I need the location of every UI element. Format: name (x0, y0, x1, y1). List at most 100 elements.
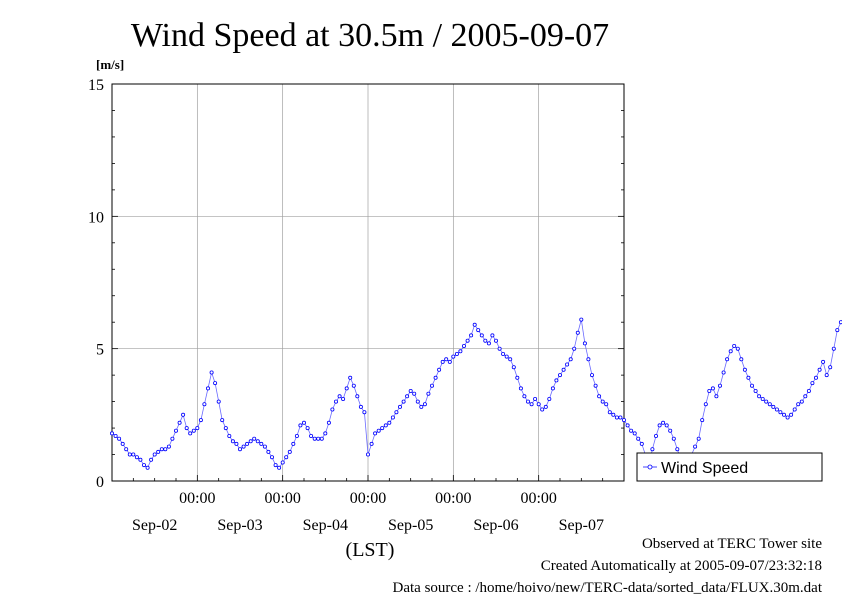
data-point (721, 370, 726, 375)
data-point (600, 399, 605, 404)
data-point (362, 410, 367, 415)
data-point (636, 436, 641, 441)
data-point (298, 423, 303, 428)
data-point (469, 333, 474, 338)
data-point (792, 407, 797, 412)
data-point (344, 386, 349, 391)
data-point (536, 402, 541, 407)
data-point (237, 447, 242, 452)
footer-observed: Observed at TERC Tower site (641, 536, 822, 552)
chart-title: Wind Speed at 30.5m / 2005-09-07 (131, 17, 609, 54)
data-point (597, 394, 602, 399)
data-point (209, 370, 214, 375)
y-tick-labels: 0 5 10 15 (88, 77, 104, 491)
data-point (330, 407, 335, 412)
data-point (461, 343, 466, 348)
data-point (152, 452, 157, 457)
data-point (341, 396, 346, 401)
data-point (422, 402, 427, 407)
x-axis-label: (LST) (346, 539, 395, 561)
data-point (141, 463, 146, 468)
data-point (149, 457, 154, 462)
y-tick-label: 10 (88, 209, 104, 226)
data-point (205, 386, 210, 391)
data-point (127, 452, 132, 457)
legend-marker-swatch (647, 464, 653, 470)
data-point (572, 346, 577, 351)
data-point (803, 394, 808, 399)
data-point (728, 349, 733, 354)
data-point (522, 394, 527, 399)
data-point (806, 388, 811, 393)
data-point (230, 439, 235, 444)
data-point (508, 357, 513, 362)
data-point (693, 444, 698, 449)
data-point (188, 431, 193, 436)
data-point (785, 415, 790, 420)
data-point (294, 433, 299, 438)
wind-speed-series (110, 317, 842, 470)
data-point (170, 436, 175, 441)
data-point (120, 441, 125, 446)
data-point (550, 386, 555, 391)
y-tick-label: 5 (96, 342, 104, 359)
data-point (156, 449, 161, 454)
data-point (824, 373, 829, 378)
data-point (757, 394, 762, 399)
data-point (380, 426, 385, 431)
data-point (355, 394, 360, 399)
x-date-tick-labels: Sep-02 Sep-03 Sep-04 Sep-05 Sep-06 Sep-07 (132, 517, 604, 534)
data-point (760, 396, 765, 401)
data-point (561, 367, 566, 372)
data-point (725, 357, 730, 362)
data-point (515, 375, 520, 380)
legend-box (636, 452, 823, 482)
data-point (618, 415, 623, 420)
data-point (828, 365, 833, 370)
data-point (582, 341, 587, 346)
data-point (789, 412, 794, 417)
data-point (575, 330, 580, 335)
data-point (351, 383, 356, 388)
data-point (543, 404, 548, 409)
data-point (369, 441, 374, 446)
data-point (117, 436, 122, 441)
data-point (671, 436, 676, 441)
data-point (269, 455, 274, 460)
data-point (433, 375, 438, 380)
data-point (753, 388, 758, 393)
data-point (358, 404, 363, 409)
data-point (742, 367, 747, 372)
data-point (554, 378, 559, 383)
data-point (273, 463, 278, 468)
data-point (732, 343, 737, 348)
data-point (220, 418, 225, 423)
data-point (426, 391, 431, 396)
data-point (511, 365, 516, 370)
data-point (810, 381, 815, 386)
data-point (604, 402, 609, 407)
data-point (305, 426, 310, 431)
data-point (579, 317, 584, 322)
data-point (501, 351, 506, 356)
data-point (319, 436, 324, 441)
data-point (472, 322, 477, 327)
data-point (590, 373, 595, 378)
data-point (764, 399, 769, 404)
x-time-tick-labels: 00:00 00:00 00:00 00:00 00:00 (179, 490, 557, 507)
data-point (376, 428, 381, 433)
data-point (451, 354, 456, 359)
x-time-tick-label: 00:00 (350, 490, 386, 507)
data-point (387, 420, 392, 425)
data-point (173, 428, 178, 433)
data-point (458, 349, 463, 354)
data-point (664, 423, 669, 428)
data-point (373, 431, 378, 436)
data-point (821, 359, 826, 364)
data-point (476, 328, 481, 333)
data-point (493, 338, 498, 343)
data-point (280, 460, 285, 465)
data-point (497, 346, 502, 351)
data-point (654, 433, 659, 438)
data-point (131, 452, 136, 457)
